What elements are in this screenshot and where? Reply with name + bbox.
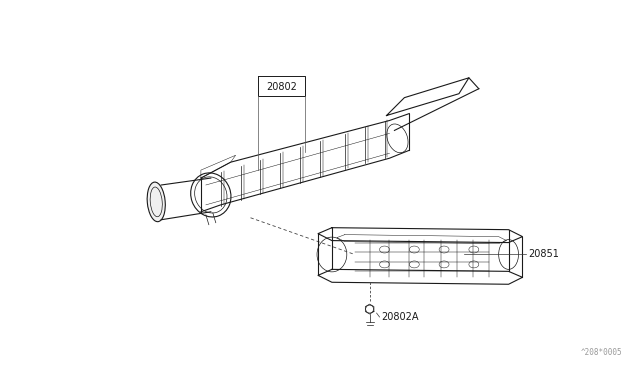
- Text: 20802: 20802: [266, 82, 297, 92]
- Text: ^208*0005: ^208*0005: [581, 348, 623, 357]
- Text: 20851: 20851: [529, 250, 559, 260]
- Ellipse shape: [147, 182, 165, 222]
- Text: 20802A: 20802A: [381, 312, 419, 322]
